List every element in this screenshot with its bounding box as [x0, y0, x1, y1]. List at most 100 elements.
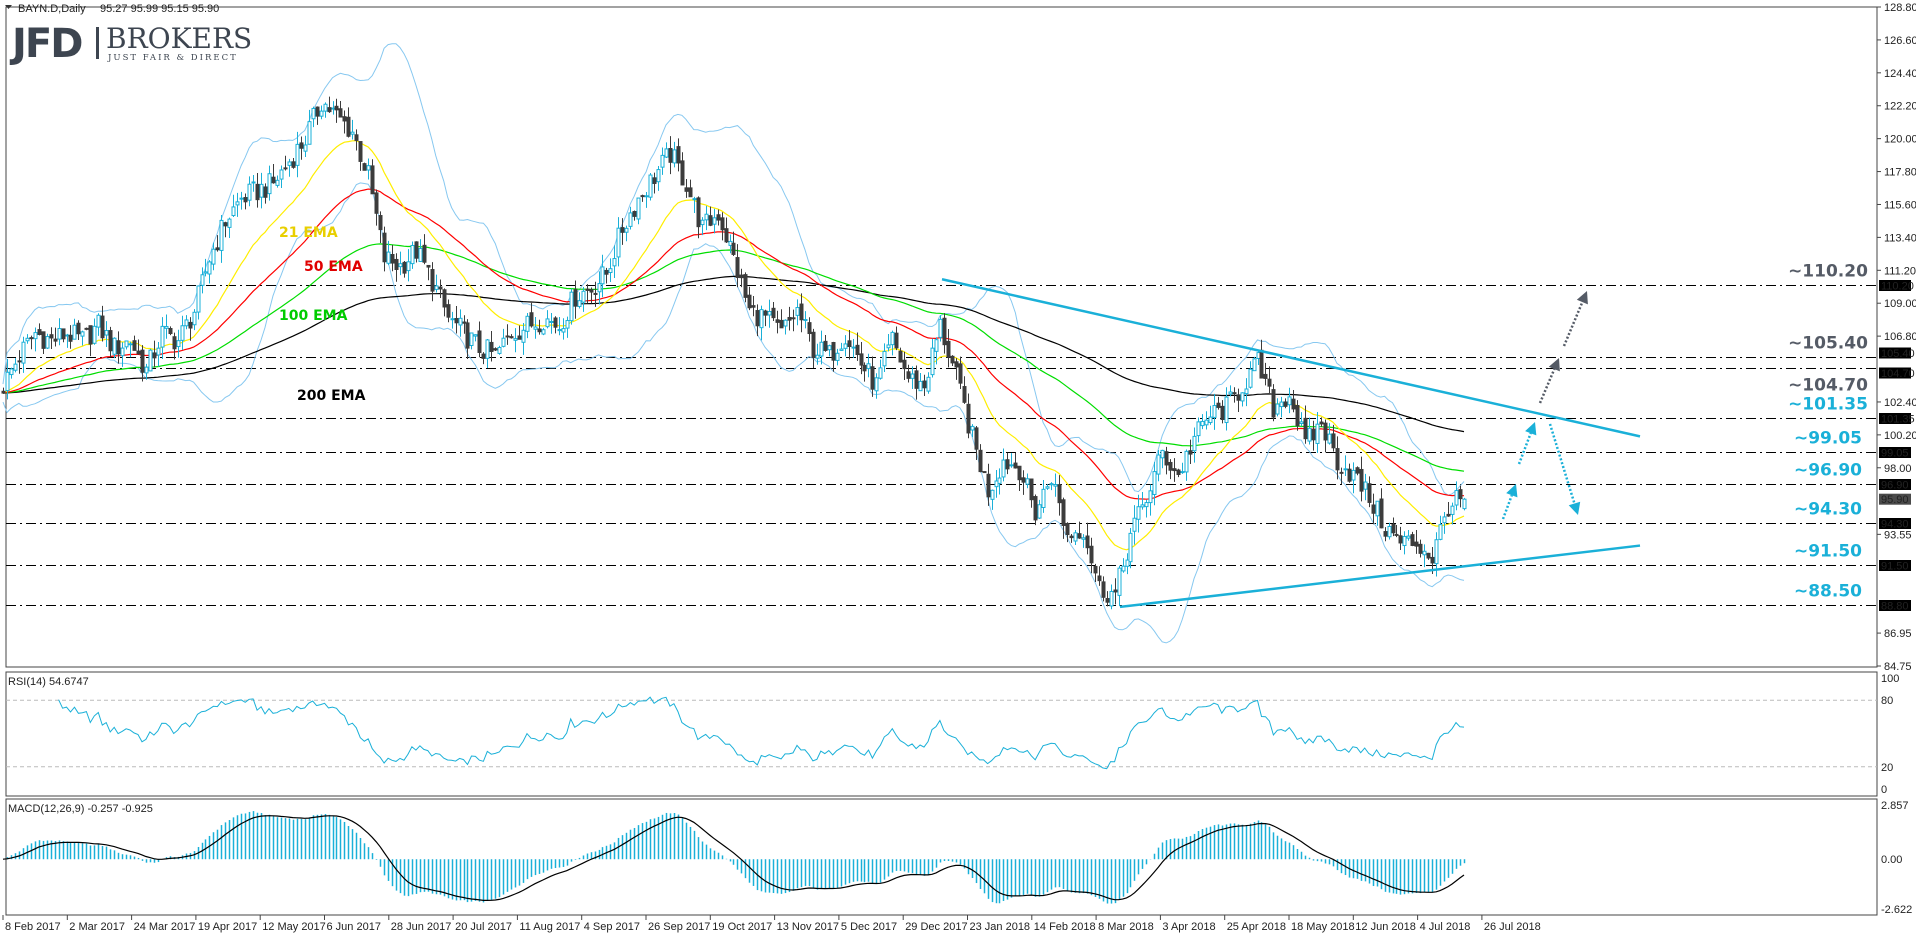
candle-bearish	[442, 288, 447, 317]
candle-bearish	[338, 101, 343, 118]
candle-bearish	[787, 306, 792, 331]
descending-trendline[interactable]	[941, 278, 1641, 438]
candle-bullish	[1073, 529, 1078, 545]
collapse-triangle-icon[interactable]	[5, 5, 12, 9]
level-label: ~88.50	[1794, 582, 1862, 602]
candle-bullish	[1450, 502, 1455, 525]
candle-bullish	[1001, 448, 1006, 482]
candle-bullish	[970, 424, 975, 438]
candle-bullish	[1224, 387, 1229, 431]
candle-bearish	[438, 279, 443, 299]
candle-bullish	[1196, 417, 1201, 443]
price-tick-label: 102.40	[1884, 397, 1916, 409]
level-price-text: 105.40	[1881, 348, 1915, 360]
candle-bearish	[791, 309, 796, 332]
candle-bullish	[104, 321, 109, 348]
candle-bearish	[346, 107, 351, 138]
candle-bearish	[1391, 517, 1396, 537]
price-tick-label: 100.20	[1884, 430, 1916, 442]
candle-bullish	[565, 316, 570, 338]
candle-bullish	[1136, 494, 1141, 533]
candle-bullish	[1402, 531, 1407, 555]
candle-bearish	[426, 264, 431, 281]
ema21-line	[2, 140, 1465, 551]
candle-bullish	[25, 334, 30, 344]
candle-bearish	[680, 152, 685, 186]
candle-bearish	[315, 106, 320, 125]
candle-bullish	[672, 141, 677, 168]
rsi-line	[58, 696, 1465, 770]
candle-bearish	[1367, 476, 1372, 508]
date-tick-label: 4 Jul 2018	[1420, 921, 1471, 933]
ascending-trendline[interactable]	[1119, 544, 1641, 609]
candle-bearish	[771, 301, 776, 322]
date-tick-label: 19 Apr 2017	[198, 921, 257, 933]
candle-bearish	[1311, 420, 1316, 451]
date-tick-label: 12 Jun 2018	[1355, 921, 1416, 933]
logo-mark: JFD	[9, 21, 82, 67]
candle-bearish	[1089, 537, 1094, 574]
candle-bearish	[517, 325, 522, 340]
candle-bearish	[585, 284, 590, 304]
candle-bearish	[823, 334, 828, 352]
candle-bearish	[1097, 566, 1102, 586]
candle-bearish	[807, 317, 812, 342]
candle-bearish	[223, 221, 228, 238]
candle-bearish	[906, 364, 911, 383]
candle-bearish	[1446, 501, 1451, 517]
candle-bearish	[505, 324, 510, 345]
ema100-label: 100 EMA	[279, 308, 348, 324]
candle-bearish	[53, 327, 58, 347]
candle-bearish	[1216, 396, 1221, 410]
candle-bullish	[624, 225, 629, 242]
candle-bullish	[1442, 512, 1447, 534]
candle-bullish	[279, 165, 284, 189]
candle-bearish	[422, 234, 427, 265]
candle-bullish	[997, 468, 1002, 495]
candle-bullish	[469, 332, 474, 350]
candle-bearish	[374, 189, 379, 226]
candle-bearish	[942, 313, 947, 354]
candle-bullish	[521, 323, 526, 355]
candle-bearish	[537, 319, 542, 335]
candle-bullish	[1228, 385, 1233, 397]
candle-bullish	[878, 359, 883, 380]
candle-bearish	[589, 287, 594, 304]
candle-bullish	[120, 342, 125, 367]
candle-bearish	[489, 330, 494, 362]
trendlines[interactable]	[941, 278, 1641, 609]
candle-bullish	[259, 172, 264, 209]
price-tick-label: 124.40	[1884, 68, 1916, 80]
level-price-text: 91.50	[1881, 561, 1909, 573]
candle-bearish	[632, 210, 637, 221]
level-price-text: 104.70	[1881, 368, 1915, 380]
rsi-title: RSI(14) 54.6747	[8, 676, 89, 688]
logo-name: BROKERS	[106, 22, 252, 55]
candle-bullish	[192, 309, 197, 331]
candle-bearish	[394, 253, 399, 282]
candle-bearish	[1283, 398, 1288, 409]
candle-bullish	[827, 344, 832, 357]
candle-bearish	[974, 426, 979, 460]
candle-bullish	[759, 305, 764, 341]
candle-bullish	[124, 340, 129, 350]
candle-bearish	[1303, 405, 1308, 444]
arrow-up-icon	[1501, 484, 1518, 520]
candle-bullish	[819, 330, 824, 365]
candle-bearish	[327, 96, 332, 113]
candle-bearish	[84, 327, 89, 331]
candle-bullish	[1212, 393, 1217, 430]
candle-bullish	[664, 142, 669, 159]
rsi-panel[interactable]	[5, 671, 1878, 797]
candle-bearish	[1005, 452, 1010, 475]
candle-bullish	[886, 333, 891, 352]
candle-bearish	[382, 226, 387, 272]
candle-bearish	[922, 374, 927, 397]
candle-bearish	[358, 141, 363, 171]
candle-bearish	[1267, 366, 1272, 393]
candle-bullish	[1279, 396, 1284, 418]
level-label: ~104.70	[1788, 376, 1868, 396]
candle-bearish	[743, 272, 748, 303]
